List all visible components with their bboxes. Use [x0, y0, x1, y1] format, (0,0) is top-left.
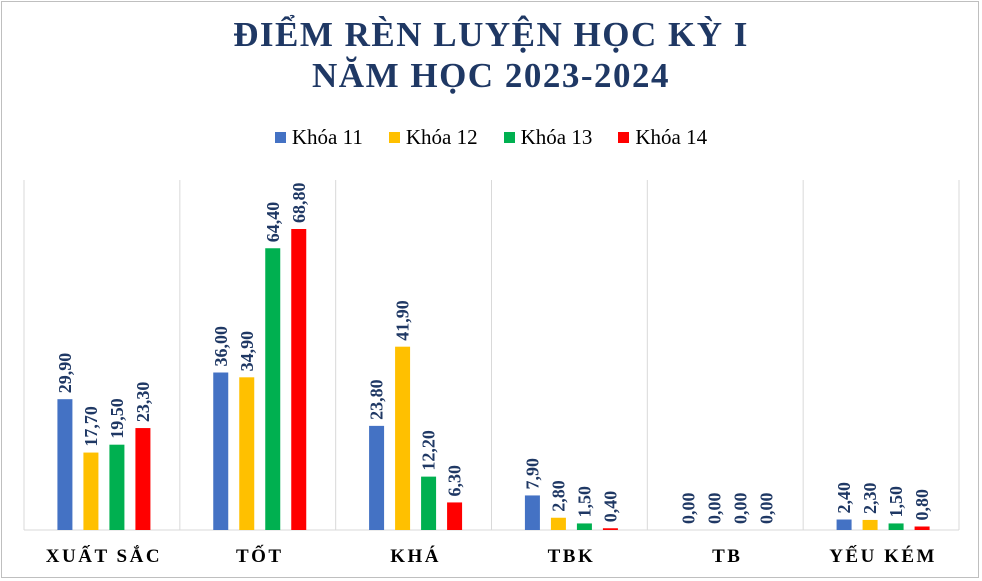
category-label: TB — [712, 546, 742, 567]
bar — [109, 444, 125, 530]
data-label: 34,90 — [237, 331, 257, 372]
bar — [602, 528, 618, 530]
data-label: 36,00 — [211, 326, 231, 367]
data-label: 23,30 — [133, 382, 153, 423]
data-label: 7,90 — [522, 458, 542, 490]
legend-label: Khóa 11 — [291, 125, 363, 149]
legend-item-khoa-13: Khóa 13 — [503, 125, 593, 150]
bar — [291, 229, 307, 530]
legend-item-khoa-12: Khóa 12 — [388, 125, 478, 150]
chart-title: ĐIỂM RÈN LUYỆN HỌC KỲ I NĂM HỌC 2023-202… — [0, 14, 982, 96]
bar — [836, 519, 852, 530]
legend-item-khoa-14: Khóa 14 — [618, 125, 707, 150]
data-label: 1,50 — [886, 486, 906, 518]
category-label: YẾU KÉM — [829, 545, 937, 567]
data-label: 68,80 — [289, 183, 309, 224]
data-label: 64,40 — [263, 202, 283, 243]
data-label: 2,40 — [834, 482, 854, 514]
bar — [550, 517, 566, 530]
data-label: 0,00 — [756, 493, 776, 525]
category-label: XUẤT SẮC — [46, 545, 162, 567]
data-label: 1,50 — [574, 486, 594, 518]
bar — [395, 346, 411, 530]
bar — [862, 519, 878, 530]
legend-swatch — [618, 132, 630, 143]
data-label: 2,80 — [548, 480, 568, 512]
data-label: 2,30 — [860, 482, 880, 514]
data-label: 0,00 — [678, 493, 698, 525]
bar — [135, 428, 151, 530]
bar — [447, 502, 463, 530]
data-label: 0,80 — [912, 489, 932, 521]
category-label: TBK — [548, 546, 596, 567]
bar — [83, 452, 99, 530]
data-label: 17,70 — [81, 406, 101, 447]
legend-label: Khóa 13 — [520, 125, 593, 149]
data-label: 12,20 — [419, 430, 439, 471]
chart-title-line-1: ĐIỂM RÈN LUYỆN HỌC KỲ I — [233, 15, 749, 54]
data-label: 23,80 — [367, 379, 387, 420]
category-label: TỐT — [236, 545, 284, 567]
bar — [213, 372, 229, 530]
bar — [524, 495, 540, 530]
chart-title-line-2: NĂM HỌC 2023-2024 — [312, 56, 670, 95]
data-label: 0,40 — [600, 491, 620, 523]
data-label: 19,50 — [107, 398, 127, 439]
legend-label: Khóa 14 — [635, 125, 708, 149]
data-label: 41,90 — [393, 300, 413, 341]
legend-swatch — [388, 132, 400, 143]
data-label: 0,00 — [704, 493, 724, 525]
data-label: 0,00 — [730, 493, 750, 525]
data-label: 6,30 — [445, 465, 465, 497]
category-label: KHÁ — [390, 545, 441, 567]
bar — [369, 425, 385, 530]
bar — [57, 399, 73, 530]
bar — [576, 523, 592, 530]
chart-legend: Khóa 11 Khóa 12 Khóa 13 Khóa 14 — [0, 125, 982, 150]
legend-swatch — [503, 132, 515, 143]
bar — [239, 377, 255, 530]
legend-item-khoa-11: Khóa 11 — [274, 125, 363, 150]
bar — [265, 248, 281, 530]
bar — [914, 526, 930, 530]
bar — [421, 476, 437, 530]
data-label: 29,90 — [55, 353, 75, 394]
legend-label: Khóa 12 — [405, 125, 478, 149]
bar — [888, 523, 904, 530]
legend-swatch — [274, 132, 286, 143]
